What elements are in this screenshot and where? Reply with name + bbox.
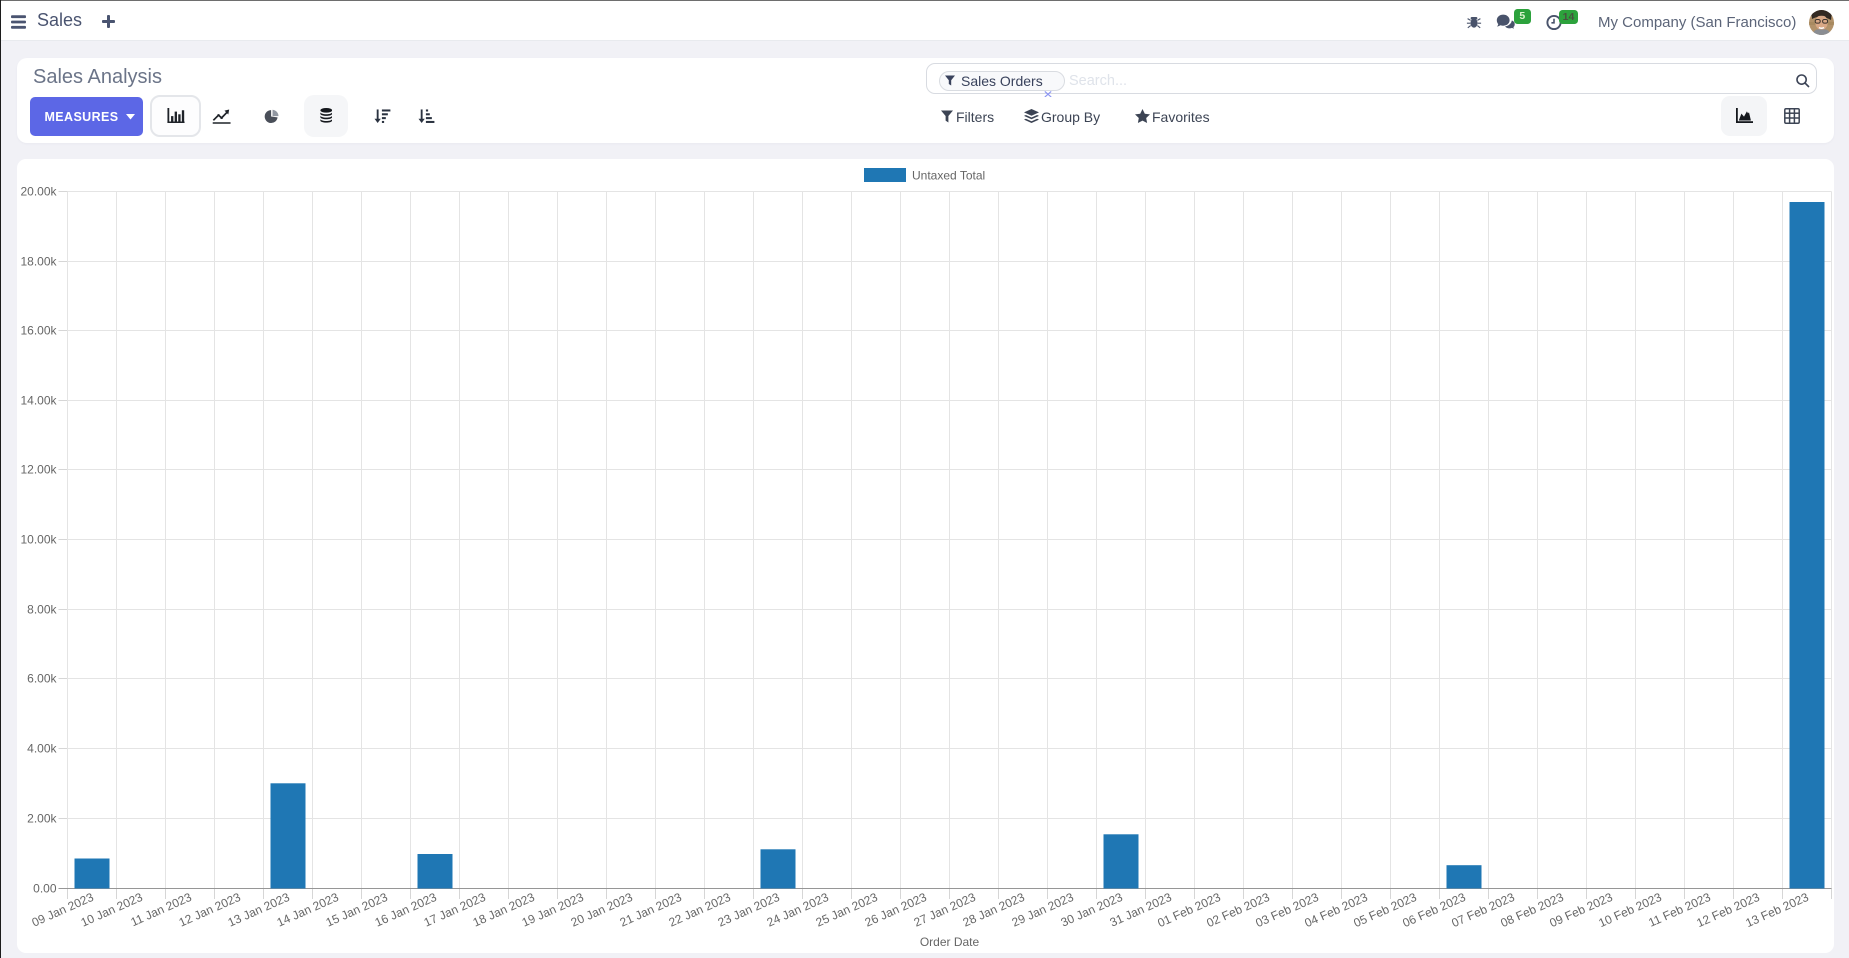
svg-text:12.00k: 12.00k (20, 463, 57, 477)
svg-text:14.00k: 14.00k (20, 394, 57, 408)
svg-text:16.00k: 16.00k (20, 324, 57, 338)
svg-text:10.00k: 10.00k (20, 533, 57, 547)
svg-text:6.00k: 6.00k (27, 672, 57, 686)
svg-text:4.00k: 4.00k (27, 742, 57, 756)
svg-text:Untaxed Total: Untaxed Total (912, 169, 985, 183)
svg-text:18.00k: 18.00k (20, 255, 57, 269)
svg-text:0.00: 0.00 (33, 882, 57, 896)
svg-text:2.00k: 2.00k (27, 812, 57, 826)
svg-text:20.00k: 20.00k (20, 185, 57, 199)
svg-text:8.00k: 8.00k (27, 603, 57, 617)
svg-text:Order Date: Order Date (920, 935, 980, 949)
